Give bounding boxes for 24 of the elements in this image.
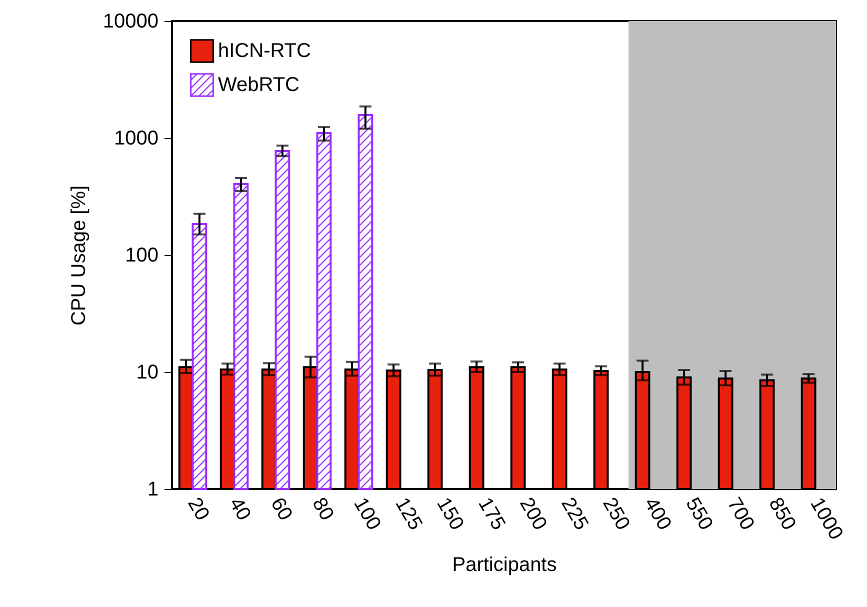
y-tick-label: 1 [147,478,158,500]
y-tick-label: 100 [125,244,158,266]
x-tick-label: 700 [722,494,758,534]
x-tick-label: 400 [640,494,676,534]
x-tick-label: 40 [224,494,255,524]
legend-label: hICN-RTC [218,40,311,62]
y-axis-title: CPU Usage [%] [68,185,90,326]
x-axis-title: Participants [452,554,557,576]
x-tick-label: 20 [183,494,214,524]
x-tick-label: 175 [474,494,510,534]
x-tick-label: 200 [515,494,551,534]
y-tick-label: 10 [136,362,158,384]
x-tick-label: 250 [598,494,634,534]
x-tick-label: 225 [556,494,592,534]
x-tick-label: 550 [681,494,717,534]
x-tick-label: 150 [432,494,468,534]
y-tick-label: 10000 [102,10,158,32]
x-tick-label: 100 [349,494,385,534]
legend-label: WebRTC [218,74,300,96]
x-tick-label: 60 [266,494,296,524]
x-tick-label: 125 [390,494,426,534]
x-tick-label: 850 [764,494,800,534]
y-tick-label: 1000 [114,128,158,150]
x-tick-label: 80 [308,494,338,524]
